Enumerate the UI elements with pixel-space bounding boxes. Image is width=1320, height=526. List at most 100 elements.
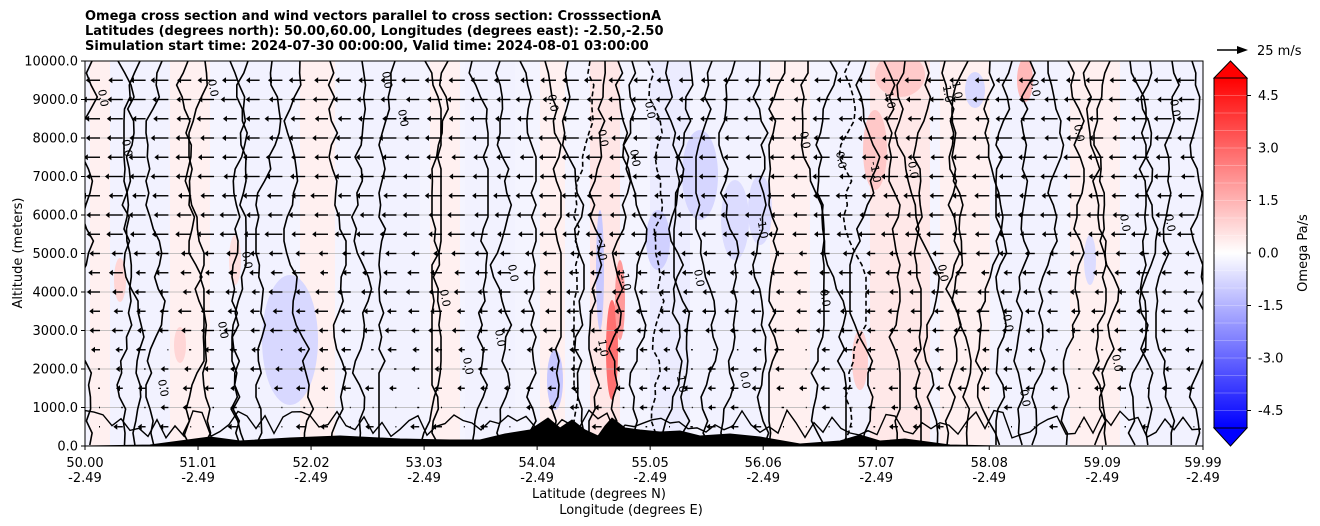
- wind-vector-head: [1161, 385, 1166, 392]
- x-tick-label-lon: -2.49: [633, 471, 667, 486]
- contour-label: -1.0: [867, 160, 884, 183]
- wind-vector-head: [132, 115, 137, 122]
- wind-vector-head: [859, 212, 864, 218]
- wind-vector-head: [654, 192, 659, 199]
- wind-vector-head: [200, 212, 205, 218]
- contour-line-low: [85, 408, 1202, 440]
- wind-vector-head: [743, 115, 748, 122]
- wind-vector-head: [402, 173, 407, 180]
- wind-vector-head: [791, 115, 796, 122]
- wind-vector-head: [1085, 77, 1090, 84]
- wind-vector-head: [1088, 173, 1093, 180]
- wind-vector-head: [362, 327, 367, 334]
- wind-vector-head: [768, 115, 773, 122]
- wind-vector-head: [129, 173, 134, 180]
- wind-vector-head: [198, 96, 203, 103]
- wind-vector-head: [448, 115, 453, 122]
- wind-vector-head: [821, 346, 826, 353]
- wind-vector-head: [836, 96, 841, 103]
- wind-vector-head: [1004, 346, 1009, 353]
- wind-vector-head: [815, 327, 820, 334]
- wind-vector-head: [1134, 212, 1139, 218]
- wind-vector-head: [1094, 385, 1099, 392]
- wind-vector-head: [1045, 327, 1050, 334]
- wind-vector-head: [1141, 423, 1146, 430]
- wind-vector-head: [1161, 269, 1166, 276]
- wind-vector-head: [314, 212, 319, 218]
- wind-vector-head: [1018, 77, 1023, 84]
- wind-vector-head: [424, 77, 429, 84]
- colorbar-tick-label: -1.5: [1258, 299, 1283, 314]
- wind-vector-head: [861, 154, 866, 161]
- wind-vector-head: [881, 77, 886, 84]
- wind-vector-head: [723, 115, 728, 122]
- wind-vector-head: [814, 77, 819, 84]
- wind-vector-head: [1131, 115, 1136, 122]
- wind-vector-head: [974, 231, 979, 238]
- wind-vector-head: [1095, 366, 1100, 372]
- wind-vector-head: [998, 154, 1003, 161]
- wind-vector-head: [726, 250, 731, 257]
- wind-vector-head: [381, 212, 386, 218]
- colorbar-tick-label: 4.5: [1258, 89, 1279, 104]
- wind-vector-head: [681, 269, 686, 276]
- wind-vector-head: [858, 77, 863, 84]
- wind-vector-head: [656, 77, 661, 84]
- wind-vector-head: [561, 154, 566, 161]
- wind-vector-head: [906, 212, 911, 218]
- wind-vector-head: [772, 308, 777, 315]
- wind-vector-head: [1182, 289, 1187, 295]
- wind-vector-head: [729, 327, 734, 334]
- wind-vector-head: [249, 366, 254, 372]
- wind-vector-head: [790, 77, 795, 84]
- wind-vector-head: [154, 154, 159, 161]
- omega-blob: [174, 327, 186, 363]
- wind-vector-head: [974, 192, 979, 199]
- wind-vector-head: [159, 423, 164, 430]
- wind-vector-head: [1018, 96, 1023, 103]
- y-tick-label: 5000.0: [33, 247, 79, 262]
- wind-vector-head: [612, 250, 617, 257]
- wind-vector-head: [1092, 269, 1097, 276]
- wind-vector-head: [478, 308, 483, 315]
- contour-label: 0.0: [1017, 388, 1033, 407]
- wind-vector-head: [835, 192, 840, 199]
- contour-line: [608, 61, 632, 446]
- wind-vector-head: [245, 135, 250, 141]
- wind-vector-head: [540, 77, 545, 84]
- wind-vector-head: [176, 115, 181, 122]
- wind-vector-head: [746, 96, 751, 103]
- wind-vector-head: [477, 366, 482, 372]
- contour-line: [912, 61, 941, 446]
- wind-vector-head: [774, 250, 779, 257]
- wind-vector-head: [451, 327, 456, 334]
- wind-vector-head: [994, 192, 999, 199]
- wind-vector-head: [995, 212, 1000, 218]
- wind-vector-head: [335, 77, 340, 84]
- omega-blob: [615, 260, 625, 340]
- wind-vector-head: [1161, 346, 1166, 353]
- wind-vector-head: [631, 212, 636, 218]
- wind-vector-head: [539, 231, 544, 238]
- wind-vector-head: [1040, 173, 1045, 180]
- contour-label: -1.0: [593, 238, 610, 261]
- contour-line: [123, 61, 145, 446]
- y-tick-label: 10000.0: [24, 55, 78, 70]
- wind-vector-head: [292, 327, 297, 334]
- wind-vector-head: [631, 96, 636, 103]
- wind-vector-head: [314, 77, 319, 84]
- wind-vector-head: [903, 192, 908, 199]
- wind-vector-head: [561, 192, 566, 199]
- wind-vector-head: [953, 289, 958, 295]
- wind-vector-head: [457, 385, 462, 392]
- wind-vector-head: [1153, 77, 1158, 84]
- x-tick-label-lon: -2.49: [972, 471, 1006, 486]
- wind-vector-head: [910, 308, 915, 315]
- wind-vector-head: [952, 192, 957, 199]
- wind-vector-head: [977, 289, 982, 295]
- wind-vector-head: [401, 77, 406, 84]
- x-tick-label-lat: 59.99: [1184, 456, 1221, 471]
- wind-vector-head: [951, 173, 956, 180]
- contour-line: [1060, 61, 1085, 446]
- wind-vector-head: [639, 346, 644, 353]
